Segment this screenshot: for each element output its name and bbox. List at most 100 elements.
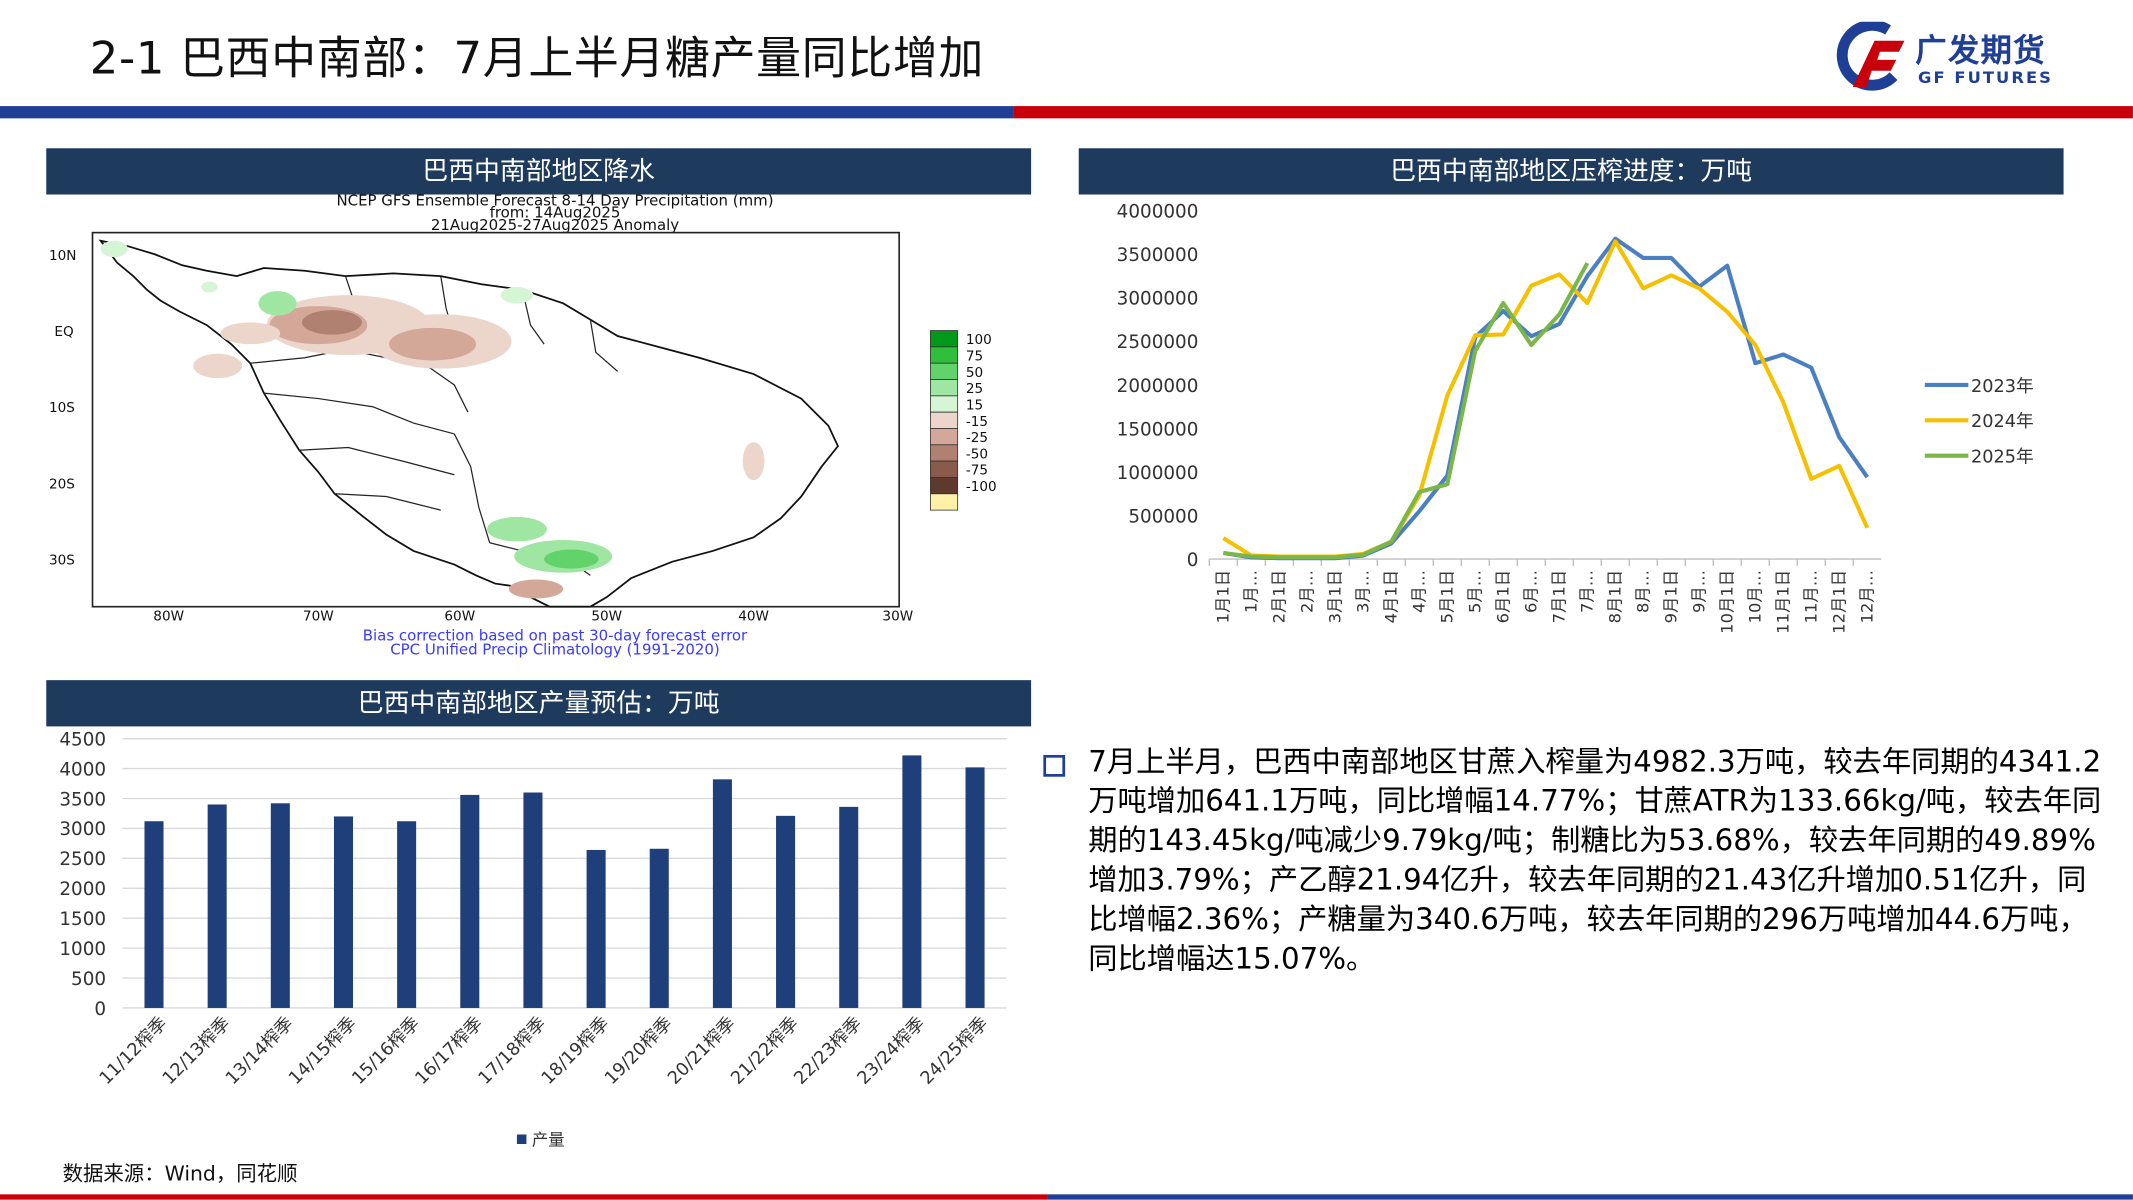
y-tick-label: 3500000 — [1117, 245, 1199, 266]
x-tick-label: 21/22榨季 — [727, 1013, 803, 1089]
lat-label: 30S — [49, 553, 75, 569]
colorbar-label: 15 — [966, 397, 983, 413]
lat-label: 20S — [49, 476, 75, 492]
y-tick-label: 2000000 — [1117, 376, 1199, 397]
colorbar-label: -75 — [966, 463, 988, 479]
lon-label: 70W — [303, 608, 334, 624]
x-tick-label: 11月… — [1802, 570, 1821, 623]
bar — [776, 815, 796, 1008]
y-tick-label: 4000000 — [1117, 202, 1199, 223]
x-tick-label: 23/24榨季 — [853, 1013, 929, 1089]
lat-label: EQ — [54, 324, 73, 340]
x-tick-label: 5月… — [1466, 570, 1485, 613]
colorbar-swatch — [930, 330, 959, 348]
lon-label: 80W — [153, 608, 184, 624]
bar — [839, 806, 859, 1008]
legend-swatch — [516, 1134, 527, 1145]
output-estimate-bar-chart: 0 500 1000 1500 2000 2500 3000 3500 4000 4500 11/1… — [59, 729, 1007, 1149]
y-tick-label: 3000 — [59, 819, 106, 840]
colorbar-swatch — [930, 346, 959, 364]
x-tick-label: 1月… — [1242, 570, 1261, 613]
logo-text-cn: 广发期货 — [1915, 34, 2046, 70]
colorbar-label: 100 — [966, 332, 992, 348]
lon-label: 50W — [591, 608, 622, 624]
bar — [397, 821, 417, 1008]
y-tick-label: 2500 — [59, 849, 106, 870]
x-tick-label: 2月1日 — [1270, 570, 1289, 623]
x-tick-label: 8月1日 — [1606, 570, 1625, 623]
colorbar-label: 50 — [966, 365, 983, 381]
summary-text: 7月上半月，巴西中南部地区甘蔗入榨量为4982.3万吨，较去年同期的4341.2… — [1088, 745, 2102, 977]
bar — [965, 767, 985, 1008]
y-tick-label: 1500000 — [1117, 419, 1199, 440]
wet-anomaly-patches — [100, 240, 613, 573]
x-tick-label: 11月1日 — [1774, 570, 1793, 634]
map-footer-line-2: CPC Unified Precip Climatology (1991-202… — [390, 640, 720, 658]
lat-label: 10N — [49, 248, 76, 264]
legend-label: 2024年 — [1971, 411, 2034, 432]
bullet-square-icon — [1043, 754, 1066, 777]
bar — [586, 849, 606, 1008]
bar — [207, 804, 227, 1008]
x-tick-label: 3月1日 — [1326, 570, 1345, 623]
colorbar-swatch — [930, 411, 959, 429]
bar — [270, 803, 290, 1008]
colorbar-swatch — [930, 477, 959, 495]
legend-label: 2023年 — [1971, 376, 2034, 397]
x-tick-label: 9月1日 — [1662, 570, 1681, 623]
lat-label: 10S — [49, 400, 75, 416]
x-tick-label: 2月… — [1298, 570, 1317, 613]
x-tick-label: 18/19榨季 — [537, 1013, 613, 1089]
colorbar-swatch — [930, 362, 959, 380]
lon-label: 30W — [882, 608, 913, 624]
logo-text-en: GF FUTURES — [1918, 68, 2053, 88]
colorbar-label: -15 — [966, 414, 988, 430]
gf-logo-mark-icon — [1836, 21, 1905, 91]
x-tick-label: 7月… — [1578, 570, 1597, 613]
y-tick-label: 1500 — [59, 909, 106, 930]
x-tick-label: 4月1日 — [1382, 570, 1401, 623]
bar — [460, 794, 480, 1008]
colorbar-swatch — [930, 444, 959, 462]
x-tick-label: 12月… — [1858, 570, 1877, 623]
x-tick-label: 22/23榨季 — [790, 1013, 866, 1089]
header-stripe-red — [1013, 106, 2133, 119]
y-tick-label: 0 — [94, 999, 106, 1020]
x-tick-label: 12月1日 — [1830, 570, 1849, 634]
bar — [649, 848, 669, 1008]
x-tick-label: 10月1日 — [1718, 570, 1737, 634]
x-tick-label: 15/16榨季 — [348, 1013, 424, 1089]
map-title-line-3: 21Aug2025-27Aug2025 Anomaly — [431, 216, 679, 234]
y-tick-label: 500000 — [1128, 506, 1198, 527]
colorbar-label: -25 — [966, 430, 988, 446]
y-tick-label: 2500000 — [1117, 332, 1199, 353]
map-footer-line-1: Bias correction based on past 30-day for… — [363, 627, 748, 645]
legend-label: 产量 — [532, 1130, 565, 1149]
colorbar-swatch — [930, 493, 959, 511]
x-tick-label: 16/17榨季 — [411, 1013, 487, 1089]
latitude-labels: 10N EQ 10S 20S 30S — [49, 248, 76, 569]
x-tick-label: 4月… — [1410, 570, 1429, 613]
colorbar-swatch — [930, 428, 959, 446]
map-panel-header: 巴西中南部地区降水 — [46, 148, 1032, 195]
colorbar-label: -50 — [966, 446, 988, 462]
bar — [902, 755, 922, 1008]
bar — [523, 792, 543, 1008]
bar — [144, 821, 164, 1008]
y-tick-label: 1000 — [59, 939, 106, 960]
colorbar-label: -100 — [966, 479, 997, 495]
footer-stripe-red — [0, 1194, 1048, 1200]
x-tick-label: 12/13榨季 — [158, 1013, 234, 1089]
page-title: 2-1 巴西中南部：7月上半月糖产量同比增加 — [89, 31, 985, 85]
longitude-labels: 80W 70W 60W 50W 40W 30W — [153, 608, 913, 624]
x-tick-label: 14/15榨季 — [285, 1013, 361, 1089]
dry-anomaly-patches — [193, 295, 765, 599]
precipitation-map: NCEP GFS Ensemble Forecast 8-14 Day Prec… — [49, 195, 997, 659]
y-tick-label: 3500 — [59, 789, 106, 810]
series-line-2023年 — [1223, 236, 1869, 561]
lon-label: 40W — [738, 608, 769, 624]
data-source: 数据来源：Wind，同花顺 — [62, 1161, 298, 1187]
x-tick-label: 13/14榨季 — [222, 1013, 298, 1089]
series-line-2025年 — [1223, 262, 1590, 560]
